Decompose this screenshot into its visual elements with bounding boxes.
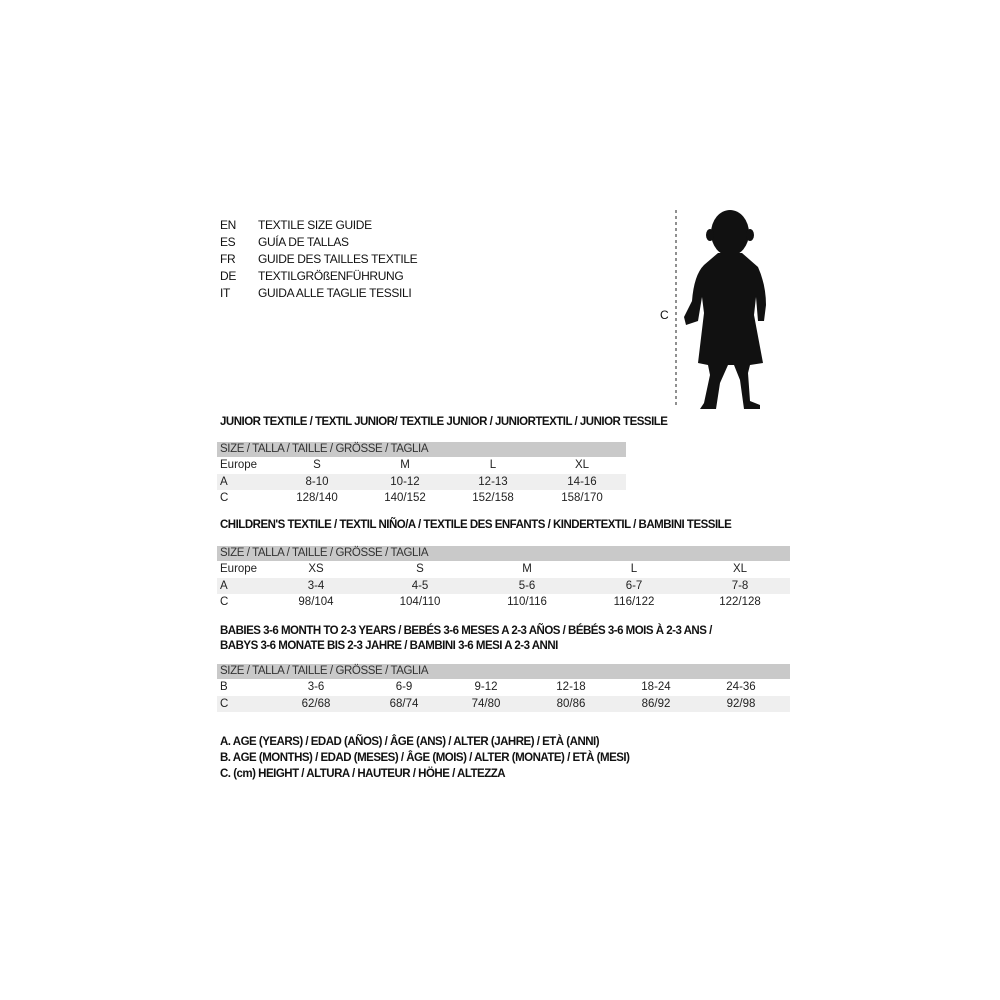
babies-size-table: SIZE / TALLA / TAILLE / GRÖSSE / TAGLIA …: [217, 664, 790, 712]
table-cell: 74/80: [471, 697, 501, 710]
height-measure-label: C: [660, 308, 669, 322]
table-cell: 68/74: [389, 697, 419, 710]
table-row: A 8-10 10-12 12-13 14-16: [217, 473, 626, 490]
table-cell: 7-8: [731, 579, 749, 592]
table-cell: 6-9: [395, 681, 413, 693]
guide-title: TEXTILGRÖßENFÜHRUNG: [258, 269, 404, 283]
language-code: EN: [220, 218, 236, 232]
language-code: IT: [220, 286, 230, 300]
row-label: A: [220, 475, 228, 488]
guide-title: GUIDA ALLE TAGLIE TESSILI: [258, 286, 412, 300]
table-row: B 3-6 6-9 9-12 12-18 18-24 24-36: [217, 679, 790, 696]
row-label: A: [220, 579, 228, 592]
table-row: C 98/104 104/110 110/116 116/122 122/128: [217, 594, 790, 611]
table-cell: 24-36: [726, 681, 756, 693]
table-cell: L: [489, 459, 497, 471]
table-cell: 3-6: [307, 681, 325, 693]
table-cell: 92/98: [726, 697, 756, 710]
table-cell: 4-5: [411, 579, 429, 592]
table-row: A 3-4 4-5 5-6 6-7 7-8: [217, 577, 790, 594]
child-silhouette-icon: [675, 210, 766, 409]
table-row: Europe XS S M L XL: [217, 561, 790, 578]
table-cell: 140/152: [384, 492, 426, 504]
table-row: Europe S M L XL: [217, 457, 626, 474]
row-label: B: [220, 681, 228, 693]
table-cell: 128/140: [296, 492, 338, 504]
legend-c: C. (cm) HEIGHT / ALTURA / HAUTEUR / HÖHE…: [220, 768, 506, 780]
junior-title: JUNIOR TEXTILE / TEXTIL JUNIOR/ TEXTILE …: [220, 416, 668, 428]
language-code: ES: [220, 235, 236, 249]
legend-a: A. AGE (YEARS) / EDAD (AÑOS) / ÂGE (ANS)…: [220, 736, 600, 748]
table-cell: XL: [574, 459, 590, 471]
language-code: FR: [220, 252, 236, 266]
row-label: C: [220, 596, 229, 608]
size-header: SIZE / TALLA / TAILLE / GRÖSSE / TAGLIA: [217, 664, 790, 679]
row-label: Europe: [220, 459, 258, 471]
table-cell: 14-16: [567, 475, 597, 488]
babies-title-line1: BABIES 3-6 MONTH TO 2-3 YEARS / BEBÉS 3-…: [220, 625, 712, 637]
table-cell: XL: [732, 563, 748, 575]
guide-title: GUIDE DES TAILLES TEXTILE: [258, 252, 418, 266]
table-cell: S: [313, 459, 321, 471]
table-cell: 158/170: [561, 492, 603, 504]
babies-title-line2: BABYS 3-6 MONATE BIS 2-3 JAHRE / BAMBINI…: [220, 640, 558, 652]
table-cell: 152/158: [472, 492, 514, 504]
table-cell: 12-13: [478, 475, 508, 488]
row-label: Europe: [220, 563, 258, 575]
guide-title: TEXTILE SIZE GUIDE: [258, 218, 372, 232]
table-cell: XS: [308, 563, 324, 575]
table-cell: 62/68: [301, 697, 331, 710]
table-cell: 10-12: [390, 475, 420, 488]
size-header: SIZE / TALLA / TAILLE / GRÖSSE / TAGLIA: [217, 442, 626, 457]
table-cell: M: [400, 459, 410, 471]
legend-b: B. AGE (MONTHS) / EDAD (MESES) / ÂGE (MO…: [220, 752, 630, 764]
children-title: CHILDREN'S TEXTILE / TEXTIL NIÑO/A / TEX…: [220, 519, 732, 531]
table-cell: 9-12: [474, 681, 498, 693]
table-cell: 122/128: [719, 596, 761, 608]
table-cell: L: [630, 563, 638, 575]
table-row: C 128/140 140/152 152/158 158/170: [217, 490, 626, 507]
table-cell: 8-10: [305, 475, 329, 488]
table-cell: 12-18: [556, 681, 586, 693]
table-cell: 3-4: [307, 579, 325, 592]
size-header: SIZE / TALLA / TAILLE / GRÖSSE / TAGLIA: [217, 546, 790, 561]
table-cell: M: [522, 563, 532, 575]
table-cell: 18-24: [641, 681, 671, 693]
row-label: C: [220, 492, 229, 504]
table-cell: 6-7: [625, 579, 643, 592]
guide-title: GUÍA DE TALLAS: [258, 235, 349, 249]
row-label: C: [220, 697, 229, 710]
table-cell: 80/86: [556, 697, 586, 710]
table-cell: 116/122: [613, 596, 655, 608]
table-cell: 86/92: [641, 697, 671, 710]
table-cell: 98/104: [298, 596, 334, 608]
junior-size-table: SIZE / TALLA / TAILLE / GRÖSSE / TAGLIA …: [217, 442, 626, 507]
table-row: C 62/68 68/74 74/80 80/86 86/92 92/98: [217, 695, 790, 712]
table-cell: S: [416, 563, 424, 575]
children-size-table: SIZE / TALLA / TAILLE / GRÖSSE / TAGLIA …: [217, 546, 790, 611]
table-cell: 110/116: [507, 596, 547, 608]
table-cell: 104/110: [399, 596, 441, 608]
table-cell: 5-6: [518, 579, 536, 592]
language-code: DE: [220, 269, 236, 283]
